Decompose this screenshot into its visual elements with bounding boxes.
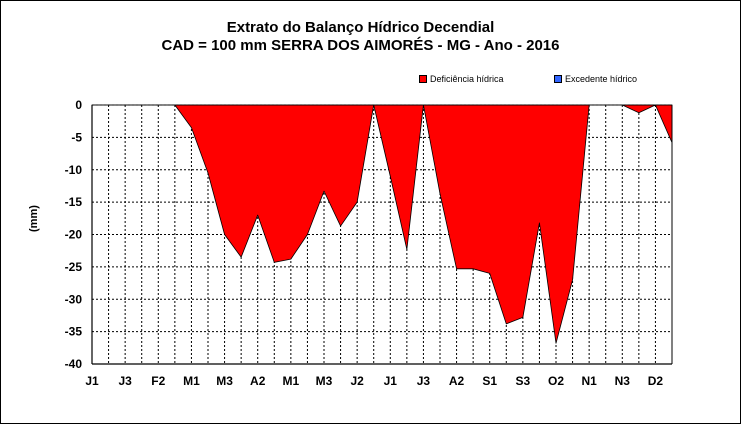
x-tick-label: O2	[548, 374, 564, 388]
legend-item-surplus: Excedente hídrico	[554, 74, 637, 84]
x-tick-label: A2	[250, 374, 266, 388]
x-tick-label: A2	[449, 374, 465, 388]
x-tick-label: J1	[85, 374, 99, 388]
x-tick-label: M1	[283, 374, 300, 388]
x-tick-label: M3	[216, 374, 233, 388]
y-tick-label: -15	[65, 195, 83, 209]
y-tick-label: 0	[75, 98, 82, 112]
x-tick-label: J3	[118, 374, 132, 388]
legend-swatch-deficit	[419, 75, 427, 83]
x-tick-label: S1	[482, 374, 497, 388]
y-tick-label: -30	[65, 292, 83, 306]
x-tick-label: N3	[615, 374, 631, 388]
x-tick-label: S3	[516, 374, 531, 388]
y-tick-label: -20	[65, 228, 83, 242]
legend-label-surplus: Excedente hídrico	[565, 74, 638, 84]
chart-subtitle: CAD = 100 mm SERRA DOS AIMORÉS - MG - An…	[161, 37, 560, 54]
x-tick-label: N1	[581, 374, 597, 388]
x-tick-label: M1	[183, 374, 200, 388]
x-tick-label: M3	[316, 374, 333, 388]
y-tick-label: -40	[65, 357, 83, 371]
x-tick-label: J1	[384, 374, 398, 388]
x-tick-label: J3	[417, 374, 431, 388]
chart-title: Extrato do Balanço Hídrico Decendial	[226, 19, 495, 36]
x-tick-label: F2	[151, 374, 165, 388]
legend-label-deficit: Deficiência hídrica	[430, 74, 504, 84]
x-tick-label: J2	[350, 374, 364, 388]
legend-swatch-surplus	[554, 75, 562, 83]
x-tick-label: D2	[648, 374, 664, 388]
y-tick-label: -5	[71, 130, 82, 144]
y-tick-label: -35	[65, 325, 83, 339]
y-tick-label: -10	[65, 163, 83, 177]
legend-item-deficit: Deficiência hídrica	[419, 74, 504, 84]
y-tick-label: -25	[65, 260, 83, 274]
